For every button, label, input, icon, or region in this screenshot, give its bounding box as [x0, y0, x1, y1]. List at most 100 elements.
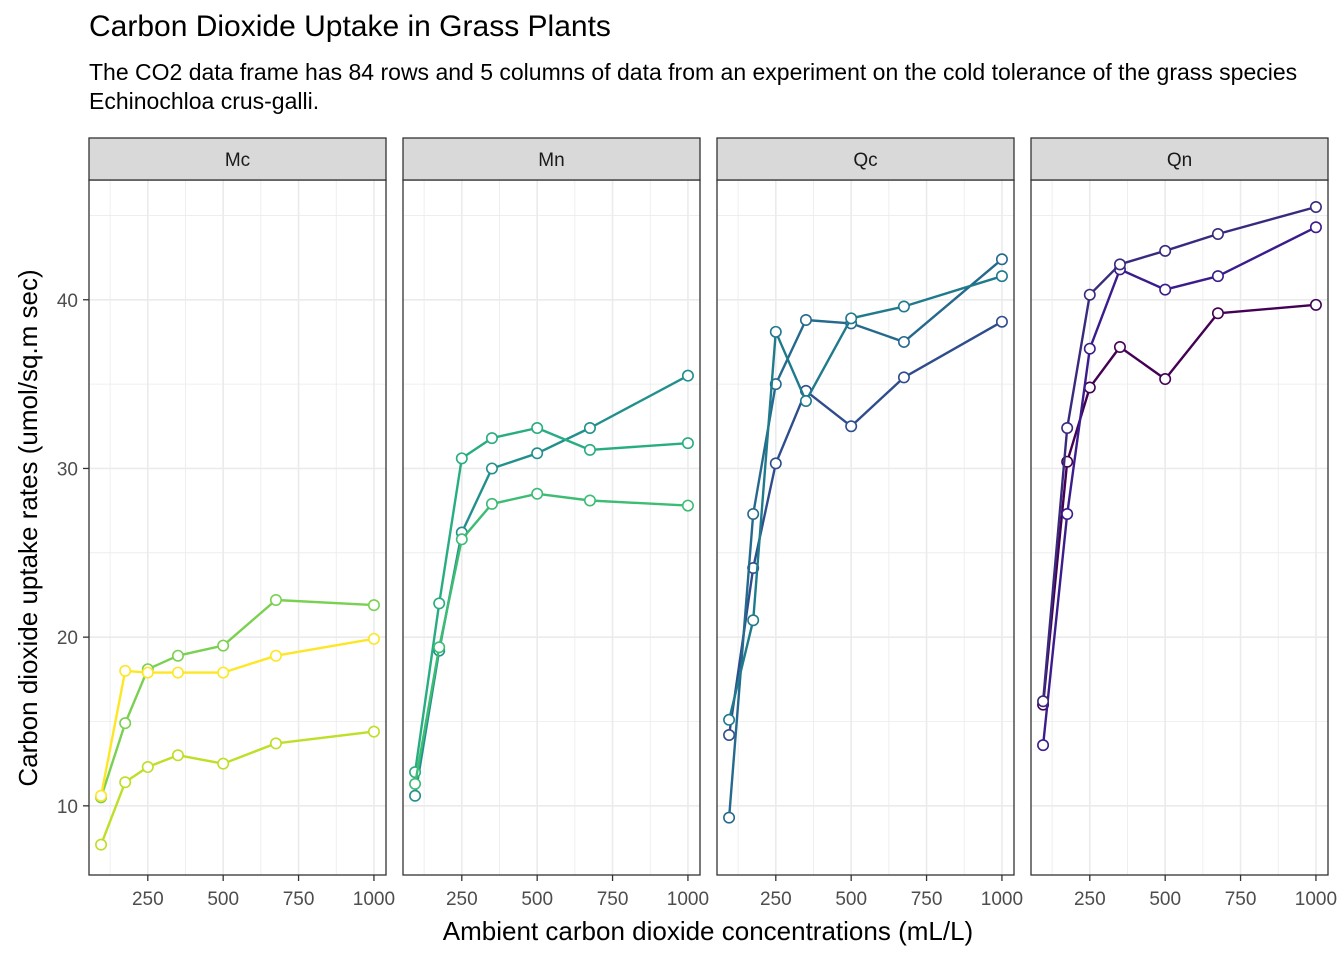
- data-point-qc-1-6: [897, 371, 910, 384]
- data-point-mc-1-7: [367, 599, 380, 612]
- data-point-qc-2-6: [897, 335, 910, 348]
- x-tick-label: 1000: [353, 889, 395, 910]
- data-point-qc-3-6: [897, 300, 910, 313]
- strip-background: [1030, 137, 1329, 181]
- y-tick-label: 20: [57, 628, 78, 649]
- data-point-qn-2-5: [1159, 283, 1172, 296]
- data-point-qc-1-7: [995, 315, 1008, 328]
- data-point-qc-3-2: [747, 614, 760, 627]
- data-point-qn-1-6: [1211, 307, 1224, 320]
- data-point-mc-3-3: [141, 666, 154, 679]
- y-axis-title: Carbon dioxide uptake rates (umol/sq.m s…: [13, 269, 43, 786]
- data-point-mc-3-2: [119, 664, 132, 677]
- panel-background: [1031, 180, 1328, 875]
- data-point-mc-2-3: [141, 761, 154, 774]
- data-point-qn-3-5: [1159, 244, 1172, 257]
- data-point-mn-2-6: [583, 443, 596, 456]
- data-point-mc-3-7: [367, 632, 380, 645]
- x-tick-label: 500: [207, 889, 239, 910]
- data-point-qc-1-1: [723, 728, 736, 741]
- data-point-qc-1-3: [769, 457, 782, 470]
- data-point-mc-2-1: [95, 838, 108, 851]
- facet-panel-qn: Qn 250 500 750 1000: [1030, 137, 1337, 910]
- data-point-qn-2-6: [1211, 270, 1224, 283]
- x-tick-label: 750: [597, 889, 629, 910]
- strip-label-mc: Mc: [225, 150, 250, 171]
- data-point-qc-2-2: [747, 508, 760, 521]
- data-point-mc-2-5: [217, 757, 230, 770]
- data-point-qc-3-5: [845, 312, 858, 325]
- x-tick-label: 500: [835, 889, 867, 910]
- strip-background: [402, 137, 701, 181]
- data-point-qn-2-3: [1083, 342, 1096, 355]
- data-point-mn-1-5: [531, 447, 544, 460]
- facet-panel-mn: Mn 250 500 750 1000: [402, 137, 709, 910]
- x-tick-label: 250: [132, 889, 164, 910]
- data-point-mn-2-7: [681, 437, 694, 450]
- data-point-qc-3-7: [995, 270, 1008, 283]
- data-point-qn-3-7: [1309, 200, 1322, 213]
- data-point-mn-1-6: [583, 421, 596, 434]
- data-point-qc-1-5: [845, 420, 858, 433]
- data-point-mc-1-6: [269, 594, 282, 607]
- x-tick-label: 1000: [1295, 889, 1337, 910]
- x-axis-title: Ambient carbon dioxide concentrations (m…: [443, 916, 973, 946]
- data-point-qc-2-7: [995, 253, 1008, 266]
- x-tick-label: 750: [911, 889, 943, 910]
- strip-label-qn: Qn: [1167, 150, 1192, 171]
- data-point-mc-3-1: [95, 789, 108, 802]
- data-point-qc-3-3: [769, 325, 782, 338]
- data-point-mn-2-3: [455, 452, 468, 465]
- x-tick-label: 1000: [981, 889, 1023, 910]
- chart-title: Carbon Dioxide Uptake in Grass Plants: [89, 10, 611, 43]
- data-point-qc-2-4: [799, 314, 812, 327]
- data-point-qn-3-3: [1083, 288, 1096, 301]
- panel-background: [403, 180, 700, 875]
- data-point-qn-1-7: [1309, 298, 1322, 311]
- data-point-qn-1-4: [1113, 341, 1126, 354]
- data-point-mn-3-7: [681, 499, 694, 512]
- data-point-qn-3-1: [1037, 695, 1050, 708]
- data-point-mn-1-4: [485, 462, 498, 475]
- facet-panel-mc: Mc 250 500 750 1000 10 20 30 40: [57, 137, 395, 910]
- data-point-mn-3-5: [531, 487, 544, 500]
- x-tick-label: 1000: [667, 889, 709, 910]
- data-point-qc-2-1: [723, 811, 736, 824]
- x-tick-label: 250: [1074, 889, 1106, 910]
- data-point-mn-3-4: [485, 497, 498, 510]
- panel-background: [89, 180, 386, 875]
- y-tick-label: 40: [57, 291, 78, 312]
- data-point-mn-3-6: [583, 494, 596, 507]
- data-point-qn-3-4: [1113, 258, 1126, 271]
- data-point-mc-2-2: [119, 776, 132, 789]
- data-point-mc-3-5: [217, 666, 230, 679]
- data-point-qn-3-6: [1211, 227, 1224, 240]
- strip-background: [88, 137, 387, 181]
- x-tick-label: 750: [1225, 889, 1257, 910]
- data-point-mc-3-4: [171, 666, 184, 679]
- data-point-mn-3-1: [409, 777, 422, 790]
- y-tick-label: 10: [57, 797, 78, 818]
- data-point-mn-3-3: [455, 533, 468, 546]
- data-point-mn-2-5: [531, 421, 544, 434]
- data-point-mc-3-6: [269, 649, 282, 662]
- data-point-qn-1-5: [1159, 373, 1172, 386]
- data-point-mn-2-2: [433, 597, 446, 610]
- data-point-mc-1-2: [119, 717, 132, 730]
- data-point-mn-3-2: [433, 641, 446, 654]
- data-point-mc-1-5: [217, 639, 230, 652]
- strip-background: [716, 137, 1015, 181]
- data-point-qn-2-1: [1037, 739, 1050, 752]
- data-point-qn-3-2: [1061, 421, 1074, 434]
- data-point-qc-3-1: [723, 713, 736, 726]
- data-point-mn-2-4: [485, 432, 498, 445]
- strip-label-mn: Mn: [538, 150, 564, 171]
- data-point-mn-1-7: [681, 369, 694, 382]
- data-point-qn-2-7: [1309, 221, 1322, 234]
- data-point-mc-1-4: [171, 649, 184, 662]
- data-point-mc-2-4: [171, 749, 184, 762]
- data-point-mn-1-1: [409, 789, 422, 802]
- y-tick-label: 30: [57, 459, 78, 480]
